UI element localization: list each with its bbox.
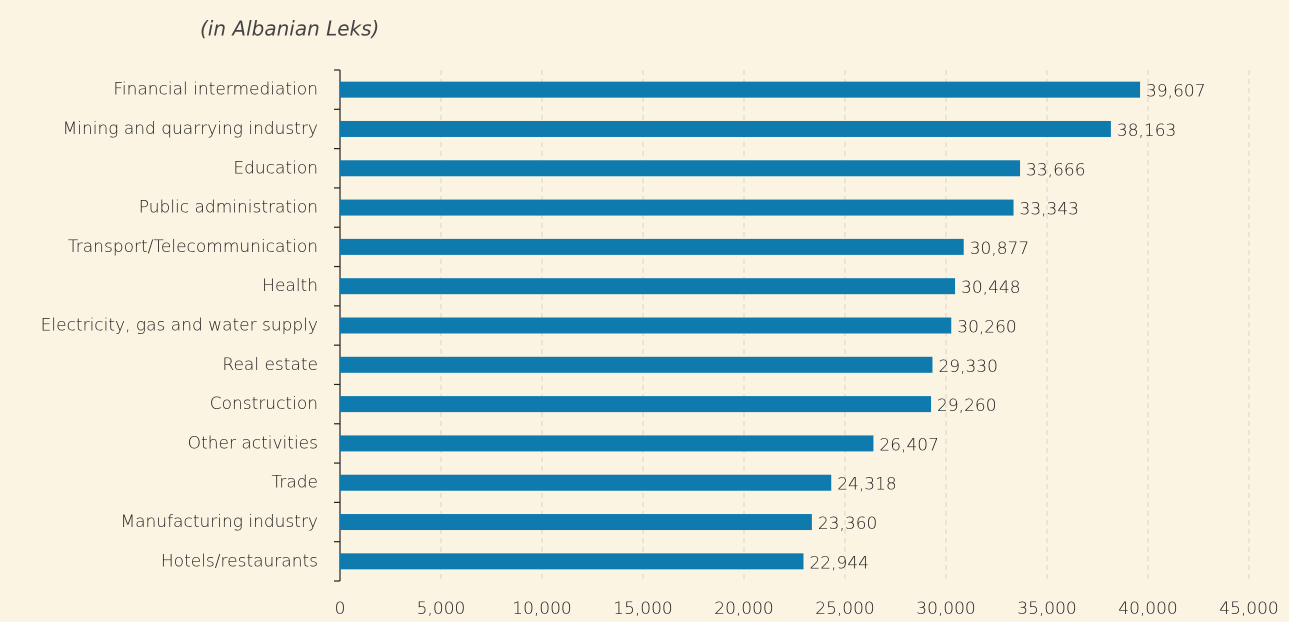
x-tick-label: 20,000 <box>714 599 773 619</box>
y-tick-label: Construction <box>210 394 318 414</box>
bar <box>340 317 952 334</box>
bar <box>340 278 956 295</box>
value-label: 38,163 <box>1117 121 1176 141</box>
value-label: 24,318 <box>837 475 896 495</box>
y-tick-label: Real estate <box>222 355 318 375</box>
y-tick-label: Financial intermediation <box>113 80 318 100</box>
value-label: 29,330 <box>938 357 997 377</box>
y-tick-label: Public administration <box>139 198 318 218</box>
x-tick-label: 10,000 <box>512 599 571 619</box>
value-label: 30,260 <box>957 318 1016 338</box>
x-tick-label: 40,000 <box>1118 599 1177 619</box>
y-tick-label: Other activities <box>188 433 318 453</box>
x-tick-label: 30,000 <box>916 599 975 619</box>
value-label: 29,260 <box>937 396 996 416</box>
x-tick-label: 45,000 <box>1219 599 1278 619</box>
bar <box>340 120 1111 137</box>
y-tick-label: Hotels/restaurants <box>161 551 318 571</box>
y-tick-label: Mining and quarrying industry <box>63 119 318 139</box>
x-tick-label: 25,000 <box>815 599 874 619</box>
bar <box>340 474 832 491</box>
value-label: 30,448 <box>961 278 1020 298</box>
y-tick-label: Education <box>233 158 318 178</box>
bar <box>340 81 1141 98</box>
x-tick-label: 0 <box>335 599 346 619</box>
value-label: 33,666 <box>1026 160 1085 180</box>
bar <box>340 514 812 531</box>
chart-subtitle: (in Albanian Leks) <box>200 17 379 41</box>
y-tick-label: Electricity, gas and water supply <box>41 316 318 336</box>
bar <box>340 199 1014 216</box>
bar <box>340 396 932 413</box>
bar <box>340 238 964 255</box>
value-label: 33,343 <box>1020 200 1079 220</box>
x-tick-label: 5,000 <box>417 599 466 619</box>
y-tick-label: Trade <box>271 473 318 493</box>
bar <box>340 553 804 570</box>
bar <box>340 435 874 452</box>
value-label: 39,607 <box>1146 82 1205 102</box>
y-tick-label: Health <box>262 276 318 296</box>
bar <box>340 356 933 373</box>
x-tick-label: 35,000 <box>1017 599 1076 619</box>
value-label: 23,360 <box>818 514 877 534</box>
x-tick-label: 15,000 <box>613 599 672 619</box>
y-tick-label: Transport/Telecommunication <box>68 237 318 257</box>
y-tick-label: Manufacturing industry <box>120 512 318 532</box>
value-label: 22,944 <box>809 553 868 573</box>
bar <box>340 160 1021 177</box>
value-label: 30,877 <box>970 239 1029 259</box>
value-label: 26,407 <box>879 435 938 455</box>
